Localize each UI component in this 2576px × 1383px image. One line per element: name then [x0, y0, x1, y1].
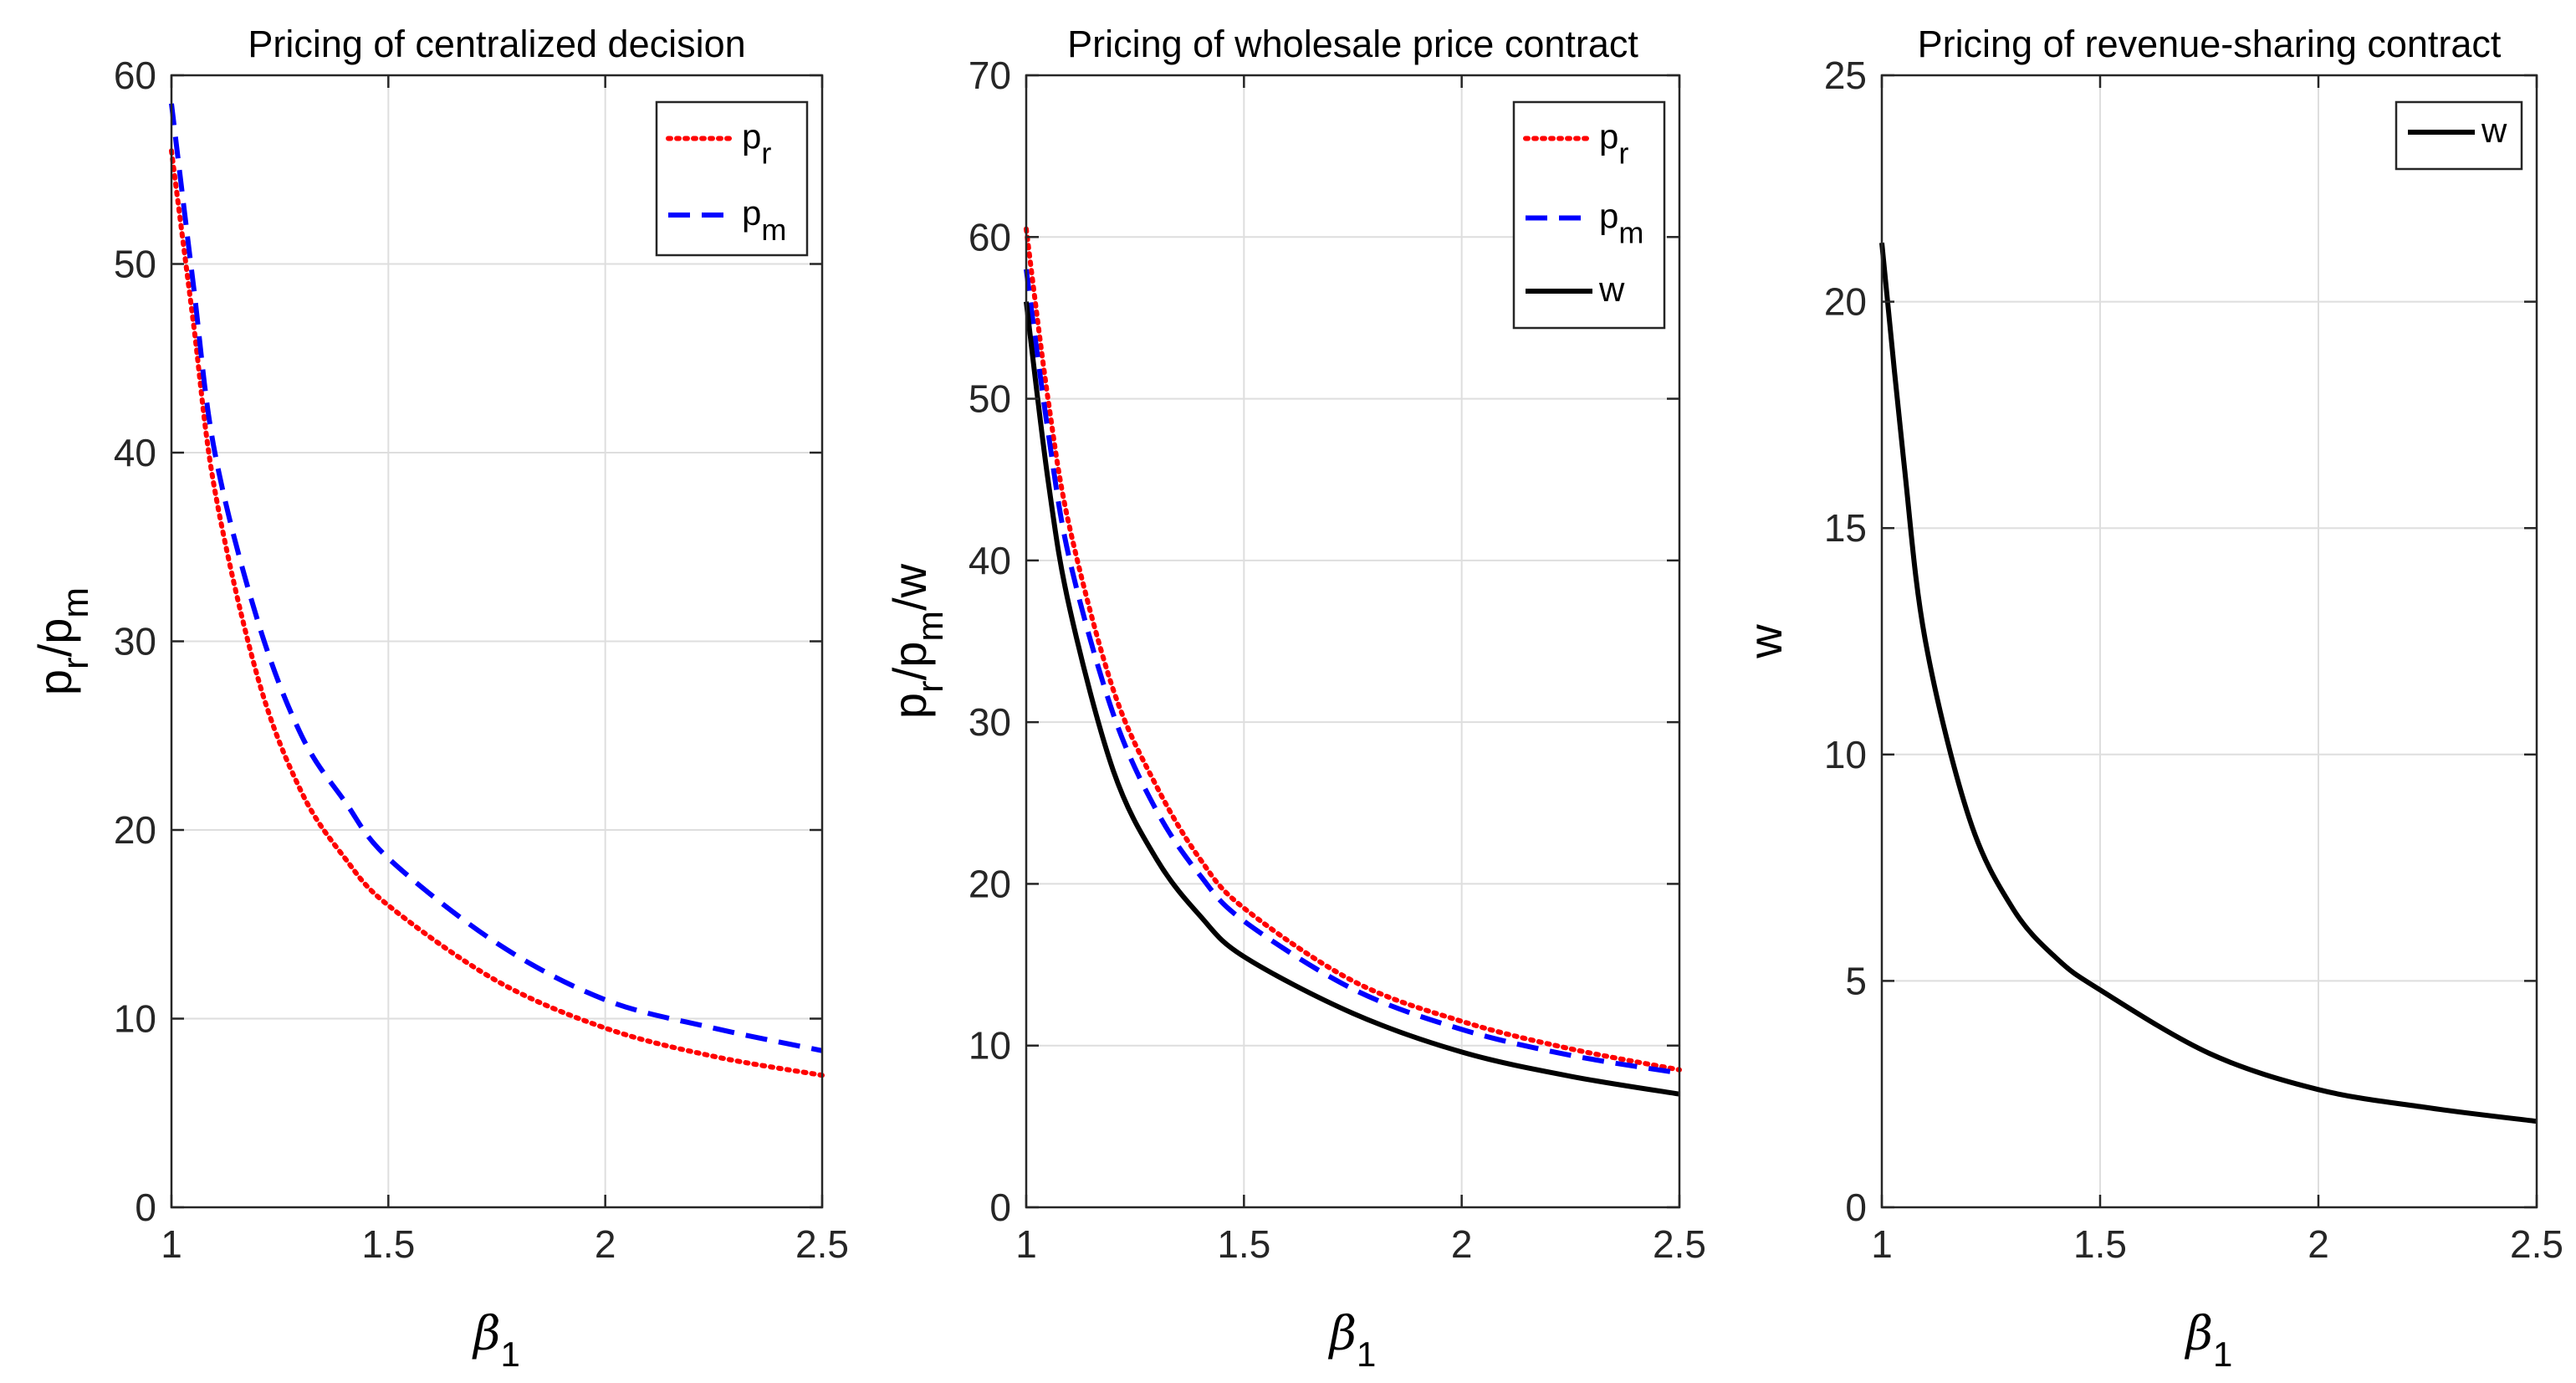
legend-label-p-m: pm — [742, 193, 786, 247]
x-tick-label: 2 — [2308, 1222, 2329, 1266]
y-tick-label: 70 — [969, 54, 1011, 97]
y-axis-label: pr/pm — [28, 587, 96, 695]
y-tick-label: 50 — [114, 243, 156, 286]
legend: pr pm w — [1512, 100, 1666, 330]
x-tick-label: 1 — [1871, 1222, 1893, 1266]
y-axis-label: pr/pm/w — [883, 563, 951, 719]
y-tick-label: 60 — [969, 215, 1011, 259]
series-line-p-m — [169, 103, 823, 1053]
legend-label-w: w — [2481, 110, 2507, 150]
y-tick-label: 40 — [114, 431, 156, 474]
y-tick-label: 30 — [969, 700, 1011, 744]
y-axis-label: w — [1739, 624, 1791, 659]
x-tick-label: 2.5 — [2510, 1222, 2563, 1266]
y-tick-label: 60 — [114, 54, 156, 97]
y-tick-label: 10 — [1824, 733, 1867, 776]
y-tick-label: 0 — [989, 1186, 1011, 1229]
x-tick-label: 1 — [161, 1222, 182, 1266]
x-tick-label: 1.5 — [2073, 1222, 2127, 1266]
legend-box — [2395, 100, 2523, 171]
series-line-w — [1879, 242, 2538, 1124]
x-tick-label: 2.5 — [1653, 1222, 1706, 1266]
chart-title: Pricing of wholesale price contract — [1067, 23, 1638, 65]
plot-frame — [1025, 74, 1681, 1209]
x-tick-label: 1.5 — [361, 1222, 415, 1266]
chart-panel-1: 1 1.5 2 2.5 0 10 20 30 40 50 60 Pricing of centrali… — [28, 23, 849, 1374]
chart-title: Pricing of centralized decision — [248, 23, 745, 65]
series-line-p-m — [1024, 269, 1680, 1076]
y-tick-label: 20 — [969, 862, 1011, 905]
y-tick-label: 40 — [969, 539, 1011, 582]
x-tick-label: 2 — [1451, 1222, 1473, 1266]
series-group — [1024, 226, 1682, 1097]
tick-marks — [1880, 74, 2538, 1209]
y-tick-label: 30 — [114, 620, 156, 663]
y-tick-label: 10 — [114, 997, 156, 1041]
series-group — [1879, 242, 2538, 1124]
chart-panel-2: 1 1.5 2 2.5 0 10 20 30 40 50 60 70 Pricing of wholes… — [883, 23, 1706, 1374]
x-tick-label: 1 — [1015, 1222, 1037, 1266]
y-tick-label: 20 — [1824, 280, 1867, 324]
legend-label-p-r: pr — [1599, 117, 1628, 171]
x-axis-label: β1 — [2185, 1307, 2233, 1374]
x-tick-label: 1.5 — [1217, 1222, 1270, 1266]
legend-label-p-m: pm — [1599, 197, 1643, 250]
y-tick-label: 5 — [1845, 959, 1867, 1002]
x-tick-label: 2 — [595, 1222, 616, 1266]
tick-marks — [1025, 74, 1681, 1209]
series-line-p-r — [169, 148, 825, 1078]
y-tick-label: 10 — [969, 1024, 1011, 1068]
legend: w — [2395, 100, 2523, 171]
y-tick-label: 0 — [135, 1186, 156, 1229]
tick-marks — [170, 74, 824, 1209]
legend-label-w: w — [1598, 269, 1625, 309]
legend-box — [655, 100, 809, 257]
y-tick-label: 20 — [114, 808, 156, 852]
chart-title: Pricing of revenue-sharing contract — [1918, 23, 2502, 65]
series-line-p-r — [1024, 226, 1682, 1073]
y-tick-label: 15 — [1824, 506, 1867, 550]
y-tick-label: 0 — [1845, 1186, 1867, 1229]
x-axis-label: β1 — [472, 1307, 520, 1374]
series-line-w — [1024, 301, 1680, 1097]
x-tick-label: 2.5 — [795, 1222, 849, 1266]
series-group — [169, 103, 825, 1078]
y-tick-label: 25 — [1824, 54, 1867, 97]
legend: pr pm — [655, 100, 809, 257]
x-axis-label: β1 — [1328, 1307, 1377, 1374]
chart-panel-3: 1 1.5 2 2.5 0 5 10 15 20 25 Pricing of revenue-sha… — [1739, 23, 2563, 1374]
plot-frame — [1880, 74, 2538, 1209]
y-tick-label: 50 — [969, 377, 1011, 421]
legend-label-p-r: pr — [742, 117, 771, 171]
